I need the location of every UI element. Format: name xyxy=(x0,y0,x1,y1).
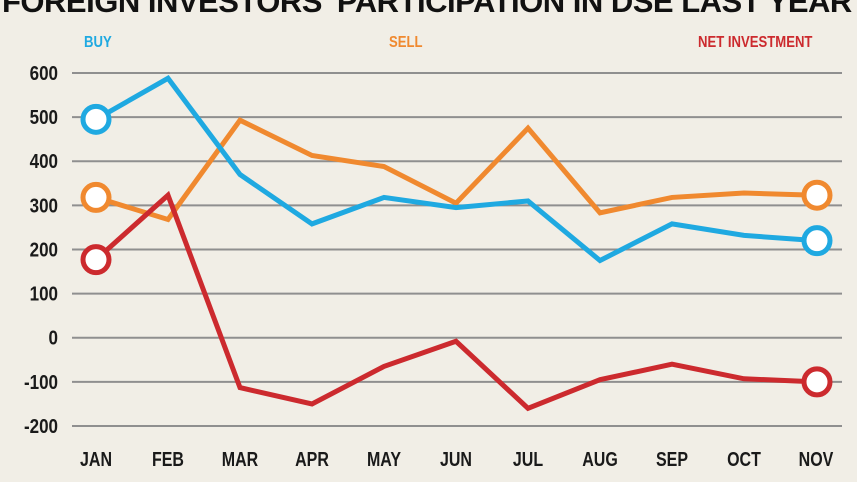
x-tick-label: NOV xyxy=(799,448,834,470)
x-tick-label: FEB xyxy=(152,448,184,470)
series-line-buy xyxy=(94,75,817,264)
legend-buy: BUY xyxy=(84,34,112,51)
endpoint-marker-sell xyxy=(80,181,112,213)
x-tick-label: SEP xyxy=(656,448,688,470)
endpoint-marker-buy xyxy=(80,103,112,135)
endpoint-marker-sell xyxy=(801,179,833,211)
y-tick-label: -200 xyxy=(24,415,58,438)
y-tick-label: 100 xyxy=(30,282,58,305)
x-tick-label: APR xyxy=(295,448,329,470)
endpoint-marker-net-investment xyxy=(801,366,833,398)
x-tick-label: MAY xyxy=(367,448,401,470)
y-tick-label: 200 xyxy=(30,238,58,261)
y-tick-label: 500 xyxy=(30,106,58,129)
series-line-net-investment xyxy=(94,190,817,412)
y-tick-label: 0 xyxy=(49,326,58,349)
series-line-sell xyxy=(95,117,817,223)
legend-sell: SELL xyxy=(389,34,423,51)
x-tick-label: AUG xyxy=(582,448,618,470)
legend-net-investment: NET INVESTMENT xyxy=(698,34,813,51)
endpoint-marker-net-investment xyxy=(80,244,112,276)
x-tick-label: MAR xyxy=(222,448,258,470)
x-tick-label: JUN xyxy=(440,448,472,470)
y-tick-label: -100 xyxy=(24,371,58,394)
y-tick-label: 300 xyxy=(30,194,58,217)
y-tick-label: 400 xyxy=(30,150,58,173)
chart-title: FOREIGN INVESTORS' PARTICIPATION IN DSE … xyxy=(2,0,852,19)
x-tick-label: OCT xyxy=(727,448,761,470)
x-tick-label: JAN xyxy=(80,448,112,470)
endpoint-marker-buy xyxy=(801,225,833,257)
y-tick-label: 600 xyxy=(30,62,58,85)
x-tick-label: JUL xyxy=(513,448,543,470)
